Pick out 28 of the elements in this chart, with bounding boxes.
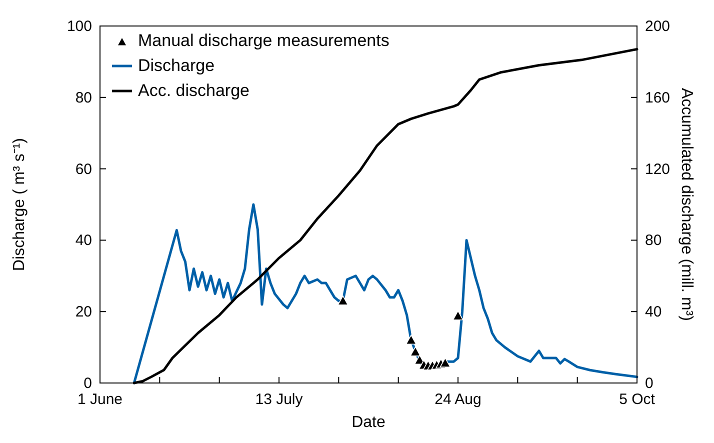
point (406, 334, 417, 345)
y-tick-label: 60 (75, 160, 92, 178)
y-axis-title: Discharge ( m³ s⁻¹) (11, 138, 28, 272)
x-tick-label: 5 Oct (619, 391, 656, 408)
y2-tick-label: 80 (645, 232, 662, 250)
x-axis-title: Date (352, 414, 386, 431)
point (440, 358, 451, 368)
line-series (132, 203, 638, 384)
y2-tick-label: 0 (645, 375, 654, 392)
legend-label: Acc. discharge (138, 81, 250, 100)
y2-tick-label: 200 (645, 18, 670, 35)
y-tick-label: 40 (75, 232, 92, 250)
point (410, 346, 421, 356)
x-tick-label: 13 July (255, 391, 304, 408)
y2-tick-label: 40 (645, 304, 662, 321)
legend-label: Manual discharge measurements (138, 31, 390, 50)
legend-label: Discharge (138, 56, 215, 75)
y2-tick-label: 120 (645, 160, 670, 178)
point (338, 295, 348, 306)
y-tick-label: 0 (84, 375, 92, 392)
y-tick-label: 100 (66, 18, 92, 35)
y-tick-label: 20 (75, 304, 92, 321)
y-tick-label: 80 (75, 89, 92, 106)
y2-tick-label: 160 (645, 89, 670, 106)
x-tick-label: 24 Aug (434, 391, 482, 408)
y2-axis-title: Accumulated discharge (mill. m³) (678, 88, 695, 321)
x-tick-label: 1 June (77, 391, 123, 408)
point (452, 310, 464, 320)
